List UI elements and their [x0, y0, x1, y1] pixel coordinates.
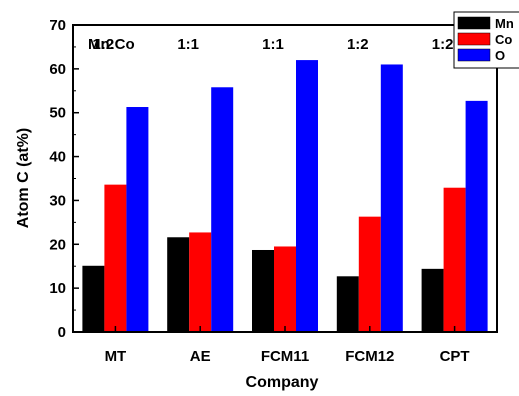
x-tick-label: FCM12: [345, 348, 394, 365]
bar-mn-cpt: [421, 268, 444, 332]
y-tick-label: 20: [49, 236, 66, 253]
bar-mn-fcm12: [336, 276, 359, 332]
ratio-label: 1:2: [93, 36, 115, 53]
bar-co-fcm11: [274, 246, 296, 332]
bar-co-fcm12: [358, 216, 381, 332]
y-tick-label: 60: [49, 61, 66, 78]
bar-mn-fcm11: [252, 249, 274, 332]
ratio-label: 1:1: [262, 36, 284, 53]
y-tick-label: 70: [49, 17, 66, 34]
bar-mn-mt: [82, 265, 105, 332]
x-tick-label: AE: [190, 348, 211, 365]
bar-co-ae: [189, 232, 212, 332]
legend-label-co: Co: [495, 32, 512, 47]
x-tick-label: MT: [105, 348, 127, 365]
legend-label-o: O: [495, 48, 505, 63]
ratio-label: 1:2: [432, 36, 454, 53]
legend-swatch-co: [457, 32, 491, 46]
y-tick-label: 0: [58, 324, 66, 341]
legend-swatch-mn: [457, 16, 491, 30]
y-tick-label: 10: [49, 280, 66, 297]
y-tick-label: 30: [49, 192, 66, 209]
ratio-label: 1:2: [347, 36, 369, 53]
ratio-header: Mn:Co: [88, 36, 135, 53]
bar-co-mt: [104, 184, 127, 332]
ratio-label: 1:1: [177, 36, 199, 53]
y-tick-label: 50: [49, 105, 66, 122]
legend-swatch-o: [457, 48, 491, 62]
bar-o-ae: [211, 87, 234, 332]
x-tick-label: FCM11: [261, 348, 309, 365]
bar-o-fcm11: [296, 60, 318, 332]
y-axis-label: Atom C (at%): [15, 128, 32, 228]
bar-o-fcm12: [380, 64, 403, 332]
bar-mn-ae: [167, 237, 190, 332]
bar-o-mt: [126, 107, 149, 333]
bar-o-cpt: [465, 100, 488, 332]
bar-co-cpt: [443, 187, 466, 332]
x-tick-label: CPT: [440, 348, 470, 365]
legend-label-mn: Mn: [495, 16, 514, 31]
y-tick-label: 40: [49, 149, 66, 166]
x-axis-label: Company: [246, 374, 319, 391]
